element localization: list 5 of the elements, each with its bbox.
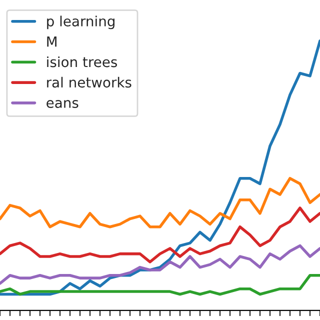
legend-label: ral networks (47, 76, 132, 88)
legend-label: ision trees (47, 56, 117, 68)
legend-label: p learning (47, 16, 114, 30)
legend-label: eans (46, 100, 78, 108)
legend-label: M (47, 36, 56, 47)
